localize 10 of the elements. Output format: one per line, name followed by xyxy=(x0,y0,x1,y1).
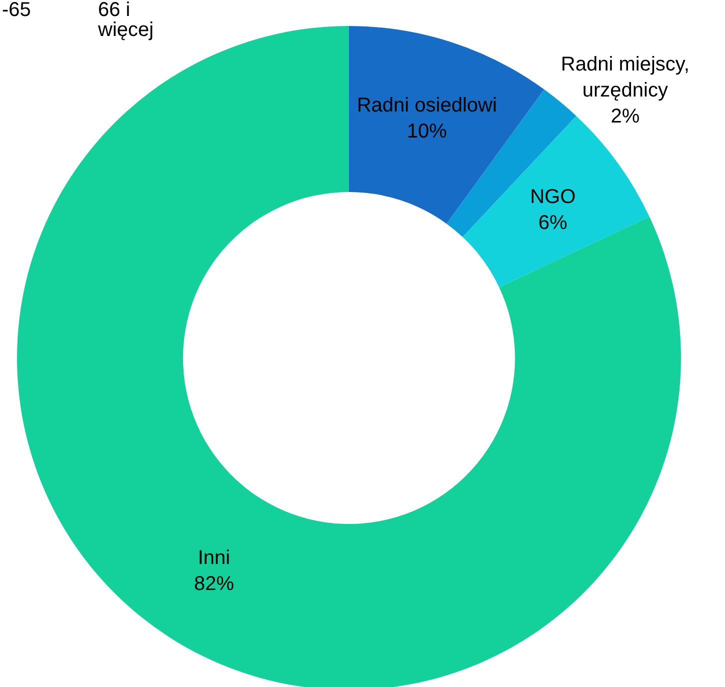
slice-label: Radni osiedlowi xyxy=(356,94,497,116)
slice-label: NGO xyxy=(530,186,576,208)
data-label: 6% xyxy=(538,212,568,234)
text: 66 i więcej xyxy=(97,0,154,41)
data-label: 82% xyxy=(194,572,234,595)
slice-label: Radni miejscy, urzędnicy xyxy=(560,54,690,102)
slice-label: Inni xyxy=(198,546,230,569)
text: -65 xyxy=(2,0,31,21)
data-label: 10% xyxy=(406,120,448,142)
data-label: 2% xyxy=(610,106,640,128)
